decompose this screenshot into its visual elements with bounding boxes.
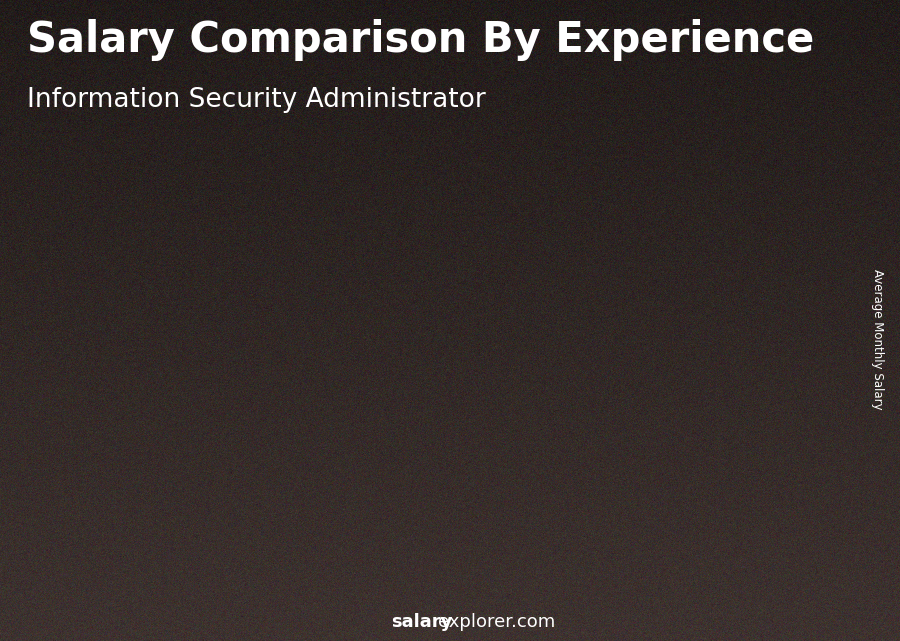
Text: explorer.com: explorer.com bbox=[438, 613, 555, 631]
Bar bbox=[200, 383, 212, 567]
Bar bbox=[716, 197, 727, 567]
Bar bbox=[586, 228, 653, 567]
Bar bbox=[457, 246, 525, 254]
Bar bbox=[328, 304, 396, 567]
Bar bbox=[457, 246, 470, 567]
Bar bbox=[71, 433, 138, 441]
Text: 4,330 EUR: 4,330 EUR bbox=[576, 204, 664, 220]
Text: 3,360 EUR: 3,360 EUR bbox=[318, 281, 406, 296]
Text: +22%: +22% bbox=[384, 201, 456, 221]
Text: salary: salary bbox=[392, 613, 453, 631]
Bar bbox=[200, 383, 266, 390]
Bar bbox=[131, 433, 138, 567]
Bar bbox=[586, 228, 598, 567]
Text: +6%: +6% bbox=[521, 175, 577, 195]
Bar bbox=[753, 60, 781, 88]
Bar bbox=[71, 433, 83, 567]
Bar bbox=[647, 228, 653, 567]
Text: 4,720 EUR: 4,720 EUR bbox=[705, 174, 793, 189]
Text: Information Security Administrator: Information Security Administrator bbox=[27, 87, 486, 113]
Bar bbox=[586, 228, 653, 236]
Text: 2,360 EUR: 2,360 EUR bbox=[189, 359, 277, 374]
Bar bbox=[776, 197, 782, 567]
Bar bbox=[716, 197, 782, 567]
Bar bbox=[260, 383, 266, 567]
Bar bbox=[716, 197, 782, 205]
Text: +38%: +38% bbox=[126, 285, 198, 305]
Text: 4,100 EUR: 4,100 EUR bbox=[447, 222, 535, 238]
Bar bbox=[518, 246, 525, 567]
Text: +9%: +9% bbox=[650, 146, 706, 165]
Bar bbox=[716, 58, 819, 90]
Text: 1,710 EUR: 1,710 EUR bbox=[60, 410, 148, 425]
Bar bbox=[457, 246, 525, 567]
Bar bbox=[328, 304, 396, 312]
Text: Average Monthly Salary: Average Monthly Salary bbox=[871, 269, 884, 410]
Bar bbox=[200, 383, 266, 567]
Bar bbox=[71, 433, 138, 567]
Text: Salary Comparison By Experience: Salary Comparison By Experience bbox=[27, 19, 814, 62]
Text: +42%: +42% bbox=[256, 234, 327, 254]
Bar bbox=[328, 304, 340, 567]
Bar bbox=[389, 304, 396, 567]
